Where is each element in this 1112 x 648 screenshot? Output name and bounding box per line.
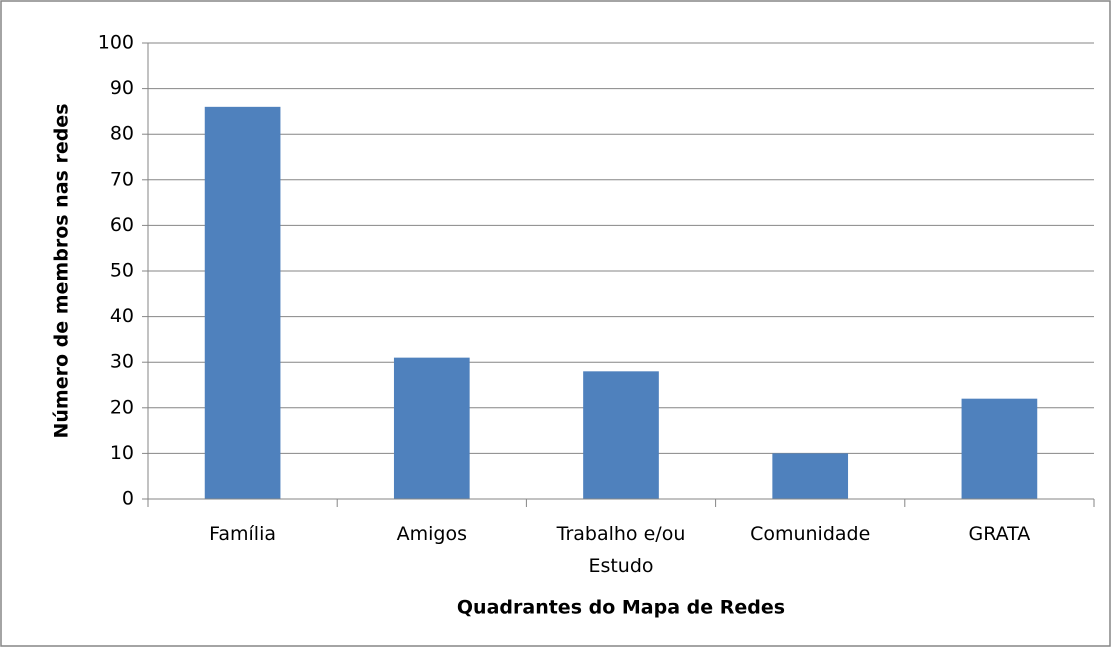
x-tick-label: Trabalho e/ou Estudo [556,523,686,577]
bar [772,453,849,499]
y-tick-label: 70 [110,168,134,190]
y-tick-label: 0 [122,488,134,510]
x-tick-label: Amigos [396,523,467,545]
bar [583,371,659,499]
y-tick-label: 90 [110,77,134,99]
bar [961,398,1038,499]
y-tick-label: 40 [110,305,134,327]
x-tick-label: Família [209,523,276,545]
y-tick-label: 10 [110,442,134,464]
y-tick-label: 60 [110,214,134,236]
y-tick-label: 100 [98,32,134,54]
x-tick-label: Comunidade [750,523,871,545]
bar [204,106,281,499]
x-axis-label: Quadrantes do Mapa de Redes [457,597,785,619]
y-tick-label: 20 [110,396,134,418]
y-tick-label: 80 [110,123,134,145]
bar [393,357,470,499]
y-axis-label: Número de membros nas redes [51,103,73,438]
y-tick-label: 50 [110,260,134,282]
y-tick-label: 30 [110,351,134,373]
x-tick-label: GRATA [968,523,1031,545]
